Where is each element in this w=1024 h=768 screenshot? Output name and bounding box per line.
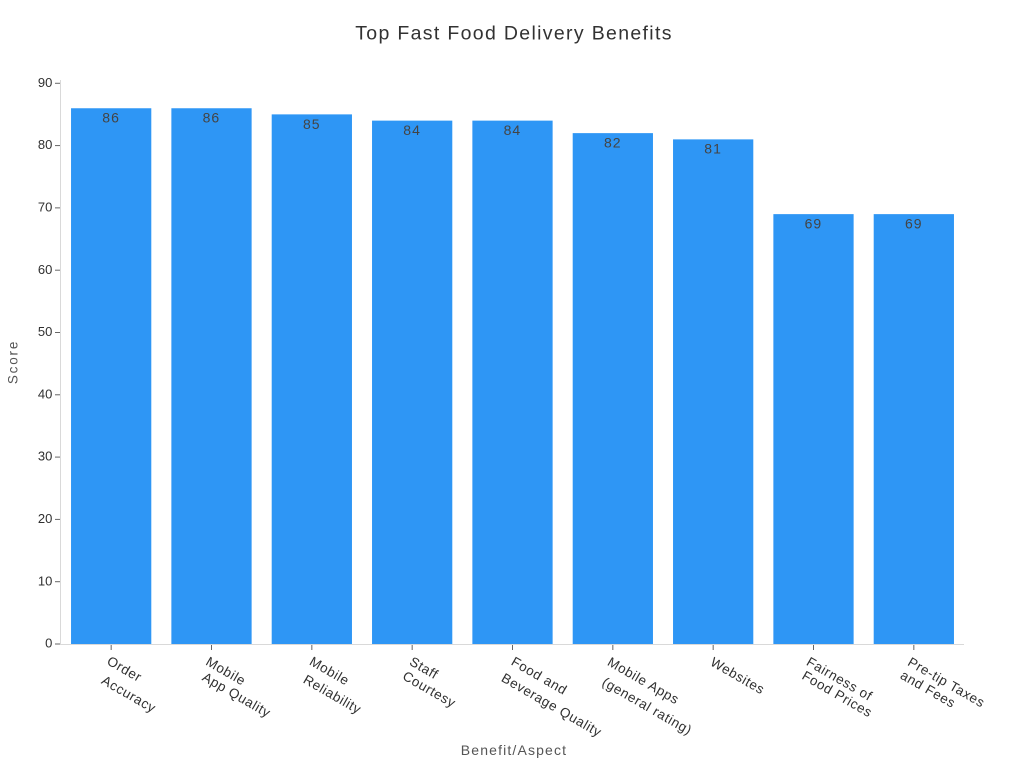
svg-text:Benefit/Aspect: Benefit/Aspect <box>461 742 567 758</box>
svg-text:60: 60 <box>38 262 52 277</box>
svg-text:70: 70 <box>38 199 52 214</box>
svg-text:80: 80 <box>38 137 52 152</box>
svg-text:84: 84 <box>403 122 421 138</box>
svg-text:90: 90 <box>38 75 52 90</box>
svg-text:40: 40 <box>38 386 52 401</box>
svg-text:82: 82 <box>604 134 622 150</box>
svg-text:0: 0 <box>45 636 52 651</box>
svg-text:Top Fast Food Delivery Benefit: Top Fast Food Delivery Benefits <box>355 23 673 45</box>
svg-text:81: 81 <box>704 141 722 157</box>
svg-text:10: 10 <box>38 573 52 588</box>
svg-text:50: 50 <box>38 324 52 339</box>
svg-text:30: 30 <box>38 449 52 464</box>
svg-text:86: 86 <box>203 110 221 126</box>
svg-text:69: 69 <box>905 215 923 231</box>
svg-text:85: 85 <box>303 116 321 132</box>
svg-text:69: 69 <box>805 215 823 231</box>
svg-text:Score: Score <box>6 340 21 384</box>
svg-text:86: 86 <box>102 110 120 126</box>
svg-text:84: 84 <box>504 122 522 138</box>
svg-text:20: 20 <box>38 511 52 526</box>
